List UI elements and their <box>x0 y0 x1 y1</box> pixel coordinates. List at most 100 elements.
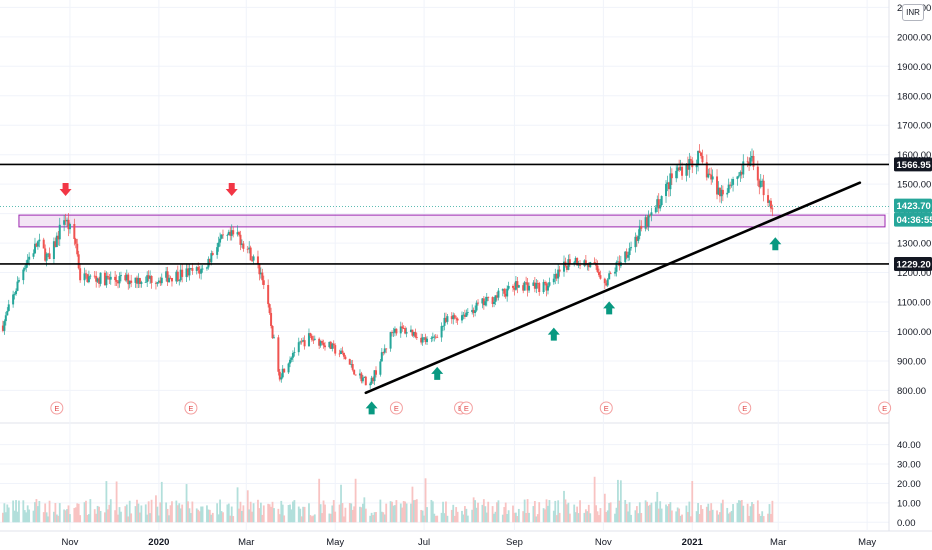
candle[interactable] <box>220 234 223 240</box>
candle[interactable] <box>399 321 402 338</box>
candle[interactable] <box>420 333 423 345</box>
candle[interactable] <box>740 165 743 179</box>
earnings-marker[interactable]: E <box>50 401 64 415</box>
candle[interactable] <box>118 272 121 288</box>
candle[interactable] <box>256 250 259 269</box>
candle[interactable] <box>462 311 465 320</box>
candle[interactable] <box>501 288 504 297</box>
candle[interactable] <box>497 287 500 301</box>
candle[interactable] <box>351 359 354 372</box>
candle[interactable] <box>721 185 724 202</box>
candle[interactable] <box>444 312 447 324</box>
candle[interactable] <box>536 280 539 289</box>
candle[interactable] <box>466 308 469 316</box>
candle[interactable] <box>522 282 525 294</box>
candle[interactable] <box>493 296 496 308</box>
candle[interactable] <box>758 178 761 195</box>
candle[interactable] <box>32 249 35 260</box>
candle[interactable] <box>759 174 762 189</box>
candle[interactable] <box>375 366 378 378</box>
candle[interactable] <box>542 279 545 294</box>
earnings-marker[interactable]: E <box>459 401 473 415</box>
candle[interactable] <box>452 312 455 325</box>
candle[interactable] <box>170 277 173 287</box>
candle[interactable] <box>22 267 25 285</box>
candle[interactable] <box>318 337 321 350</box>
candle[interactable] <box>609 271 612 275</box>
candle[interactable] <box>382 351 385 356</box>
candle[interactable] <box>277 334 280 376</box>
candle[interactable] <box>730 178 733 188</box>
candle[interactable] <box>434 334 437 340</box>
candle[interactable] <box>717 181 720 195</box>
candle[interactable] <box>103 270 106 286</box>
candle[interactable] <box>446 313 449 325</box>
candle[interactable] <box>205 266 208 271</box>
candle[interactable] <box>372 376 375 385</box>
candle[interactable] <box>729 181 732 190</box>
candle[interactable] <box>251 256 254 262</box>
candle[interactable] <box>246 245 249 254</box>
candle[interactable] <box>322 339 325 349</box>
candle[interactable] <box>563 255 566 277</box>
candle[interactable] <box>472 307 475 318</box>
candle[interactable] <box>96 277 99 283</box>
candle[interactable] <box>737 172 740 178</box>
candle[interactable] <box>66 217 69 227</box>
candle[interactable] <box>242 241 245 252</box>
candle[interactable] <box>57 231 60 246</box>
candle[interactable] <box>707 168 710 179</box>
candle[interactable] <box>135 275 138 289</box>
candle[interactable] <box>369 381 372 389</box>
candle[interactable] <box>711 169 714 183</box>
candle[interactable] <box>516 276 519 294</box>
candle[interactable] <box>166 266 169 287</box>
candle[interactable] <box>506 285 509 302</box>
candle[interactable] <box>603 277 606 290</box>
candle[interactable] <box>555 273 558 282</box>
candle[interactable] <box>716 169 719 200</box>
candle[interactable] <box>670 168 673 185</box>
candle[interactable] <box>414 328 417 339</box>
candle[interactable] <box>108 273 111 285</box>
candle[interactable] <box>627 251 630 262</box>
candle[interactable] <box>395 328 398 336</box>
candle[interactable] <box>83 267 86 286</box>
candle[interactable] <box>239 230 242 251</box>
candle[interactable] <box>157 277 160 284</box>
candle[interactable] <box>236 225 239 237</box>
candle[interactable] <box>169 275 172 280</box>
candle[interactable] <box>175 269 178 284</box>
candle[interactable] <box>299 340 302 345</box>
candle[interactable] <box>227 229 230 236</box>
candle[interactable] <box>688 152 691 178</box>
candle[interactable] <box>23 265 26 272</box>
candle[interactable] <box>77 250 80 270</box>
candle[interactable] <box>67 212 70 237</box>
candle[interactable] <box>17 277 20 283</box>
candle[interactable] <box>644 214 647 232</box>
candle[interactable] <box>511 284 514 292</box>
candle[interactable] <box>156 282 159 287</box>
candle[interactable] <box>698 144 701 154</box>
candle[interactable] <box>373 370 376 386</box>
candle[interactable] <box>404 326 407 335</box>
candle[interactable] <box>124 272 127 282</box>
candle[interactable] <box>47 252 50 258</box>
candle[interactable] <box>138 277 141 288</box>
candle[interactable] <box>79 264 82 283</box>
earnings-marker[interactable]: E <box>184 401 198 415</box>
candle[interactable] <box>718 187 721 203</box>
candle[interactable] <box>221 229 224 239</box>
candle[interactable] <box>456 317 459 325</box>
candle[interactable] <box>281 365 284 379</box>
candle[interactable] <box>640 220 643 232</box>
candle[interactable] <box>1 320 4 333</box>
candle[interactable] <box>697 150 700 172</box>
candle[interactable] <box>424 333 427 345</box>
candle[interactable] <box>752 150 755 171</box>
candle[interactable] <box>36 240 39 250</box>
candle[interactable] <box>38 233 41 248</box>
candle[interactable] <box>319 340 322 348</box>
candle[interactable] <box>16 276 19 292</box>
